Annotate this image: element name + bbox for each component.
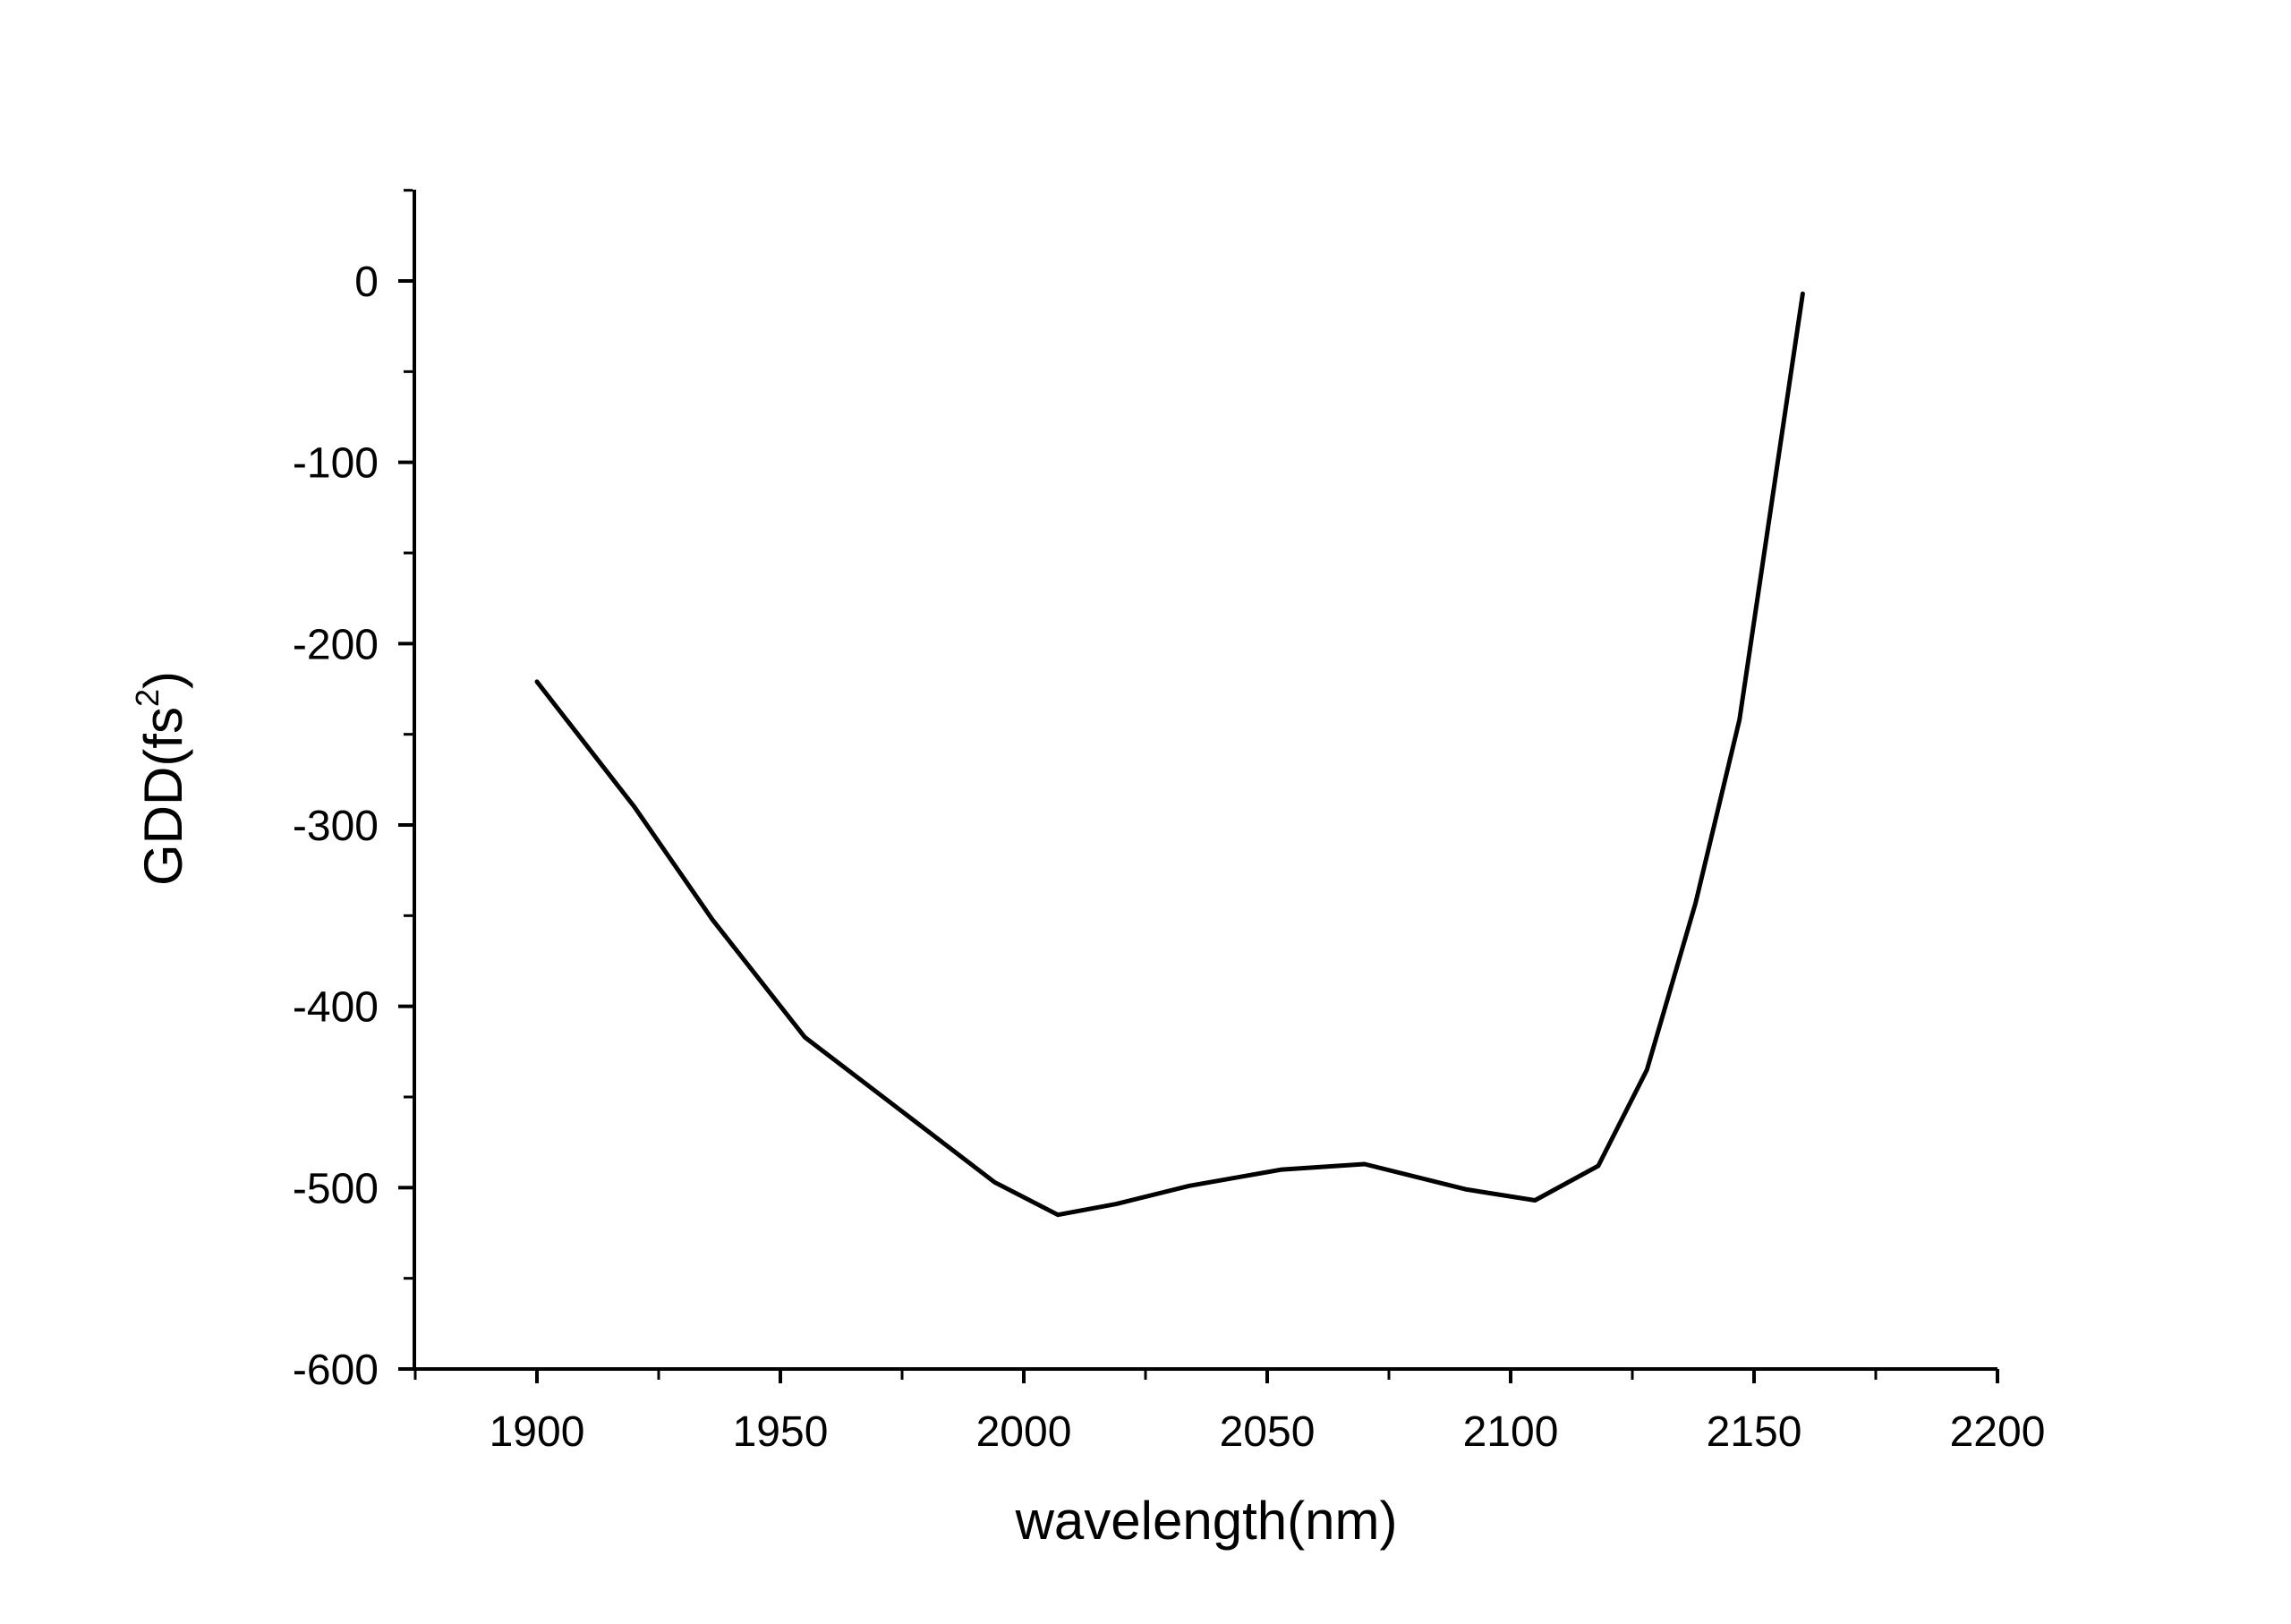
axes [413,190,1997,1371]
x-tick-label-2000: 2000 [976,1408,1072,1456]
y-axis-title-main: GDD(fs [133,707,193,886]
y-tick-label--300: -300 [293,803,379,850]
ticks [398,189,1999,1383]
x-tick-label-2200: 2200 [1950,1408,2046,1456]
y-tick-label--100: -100 [293,440,379,488]
x-tick-label-2050: 2050 [1220,1408,1316,1456]
axis-titles: wavelength(nm) GDD(fs2) [129,671,1397,1551]
y-tick-label-0: 0 [354,259,379,306]
x-tick-label-1900: 1900 [490,1408,585,1456]
y-axis-title-close: ) [133,671,193,689]
x-tick-label-1950: 1950 [733,1408,829,1456]
y-axis-title: GDD(fs2) [129,671,193,886]
x-tick-label-2100: 2100 [1463,1408,1559,1456]
y-axis-title-superscript: 2 [129,689,166,707]
y-tick-label--200: -200 [293,621,379,668]
y-tick-label--400: -400 [293,984,379,1032]
tick-labels: 1900 1950 2000 2050 2100 2150 2200 0 -100 -200 -30… [293,259,2045,1456]
y-tick-label--500: -500 [293,1165,379,1212]
y-tick-label--600: -600 [293,1347,379,1394]
x-tick-label-2150: 2150 [1707,1408,1802,1456]
gdd-curve [534,291,1805,1218]
x-axis-title: wavelength(nm) [1015,1491,1398,1551]
